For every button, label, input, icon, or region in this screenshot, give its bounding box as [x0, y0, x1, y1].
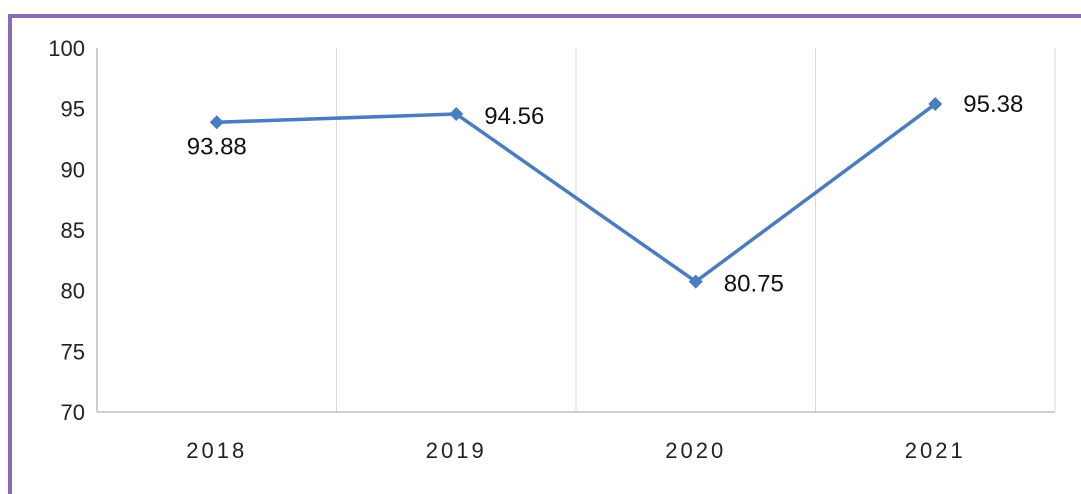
data-point-marker: [688, 274, 703, 289]
y-tick-label: 90: [61, 157, 85, 182]
data-point-marker: [928, 97, 943, 112]
y-tick-label: 75: [61, 339, 85, 364]
data-label: 94.56: [484, 103, 544, 130]
x-tick-label: 2021: [905, 438, 966, 463]
data-label: 93.88: [187, 133, 247, 160]
y-tick-label: 70: [61, 400, 85, 425]
y-tick-label: 80: [61, 279, 85, 304]
series-line: [216, 102, 937, 284]
data-point-marker: [449, 107, 464, 122]
line-chart: 70 75 80 85 90 95 100 2018 2019 2020 2021 93.88 94.5…: [48, 36, 1056, 463]
data-label: 95.38: [963, 91, 1023, 118]
y-tick-label: 95: [61, 97, 85, 122]
chart-frame: [8, 14, 1081, 494]
x-tick-label: 2019: [426, 438, 487, 463]
x-tick-label: 2018: [186, 438, 247, 463]
data-point-marker: [209, 115, 224, 130]
data-label: 80.75: [724, 271, 784, 298]
y-tick-label: 100: [48, 36, 85, 61]
y-tick-label: 85: [61, 218, 85, 243]
x-tick-label: 2020: [665, 438, 726, 463]
